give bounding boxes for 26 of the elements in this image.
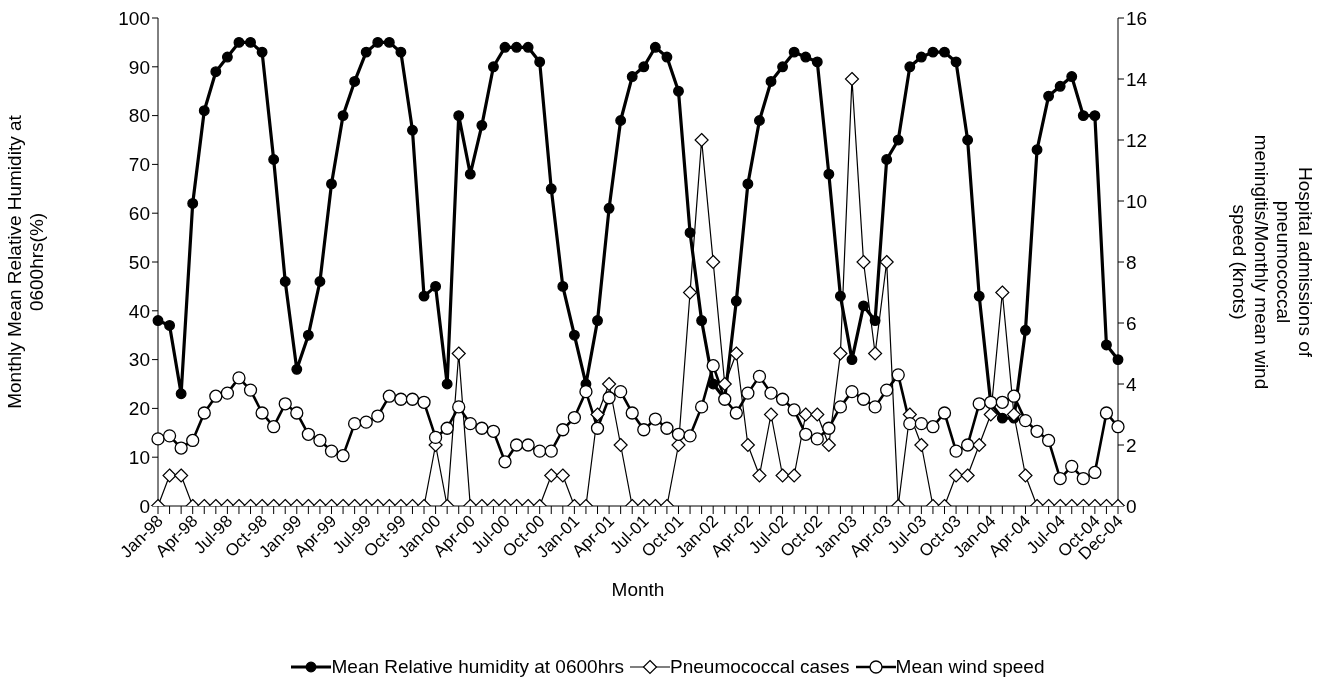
x-axis-title: Month xyxy=(611,579,665,600)
y-axis-title: Monthly Mean Relative Humidity at 0600hrs(%) xyxy=(4,114,47,409)
y-tick-label: 90 xyxy=(128,56,150,78)
y2-tick-label: 2 xyxy=(1126,434,1137,456)
y2-tick-label: 8 xyxy=(1126,251,1137,273)
legend-label: Pneumococcal cases xyxy=(670,656,850,678)
y-tick-label: 50 xyxy=(128,251,150,273)
y-tick-label: 60 xyxy=(128,202,150,224)
y2-tick-label: 4 xyxy=(1126,373,1137,395)
y2-tick-label: 14 xyxy=(1126,68,1148,90)
y-tick-label: 80 xyxy=(128,105,150,127)
legend-label: Mean wind speed xyxy=(895,656,1045,678)
y-tick-label: 70 xyxy=(128,154,150,176)
y-tick-label: 20 xyxy=(128,398,150,420)
y2-tick-label: 12 xyxy=(1126,129,1148,151)
y-tick-label: 40 xyxy=(128,300,150,322)
y2-tick-label: 10 xyxy=(1126,190,1148,212)
y2-axis-title: Hospital admissions of pneumococcal meningitis/Monthly mean wind speed (knots) xyxy=(1229,134,1316,390)
y-tick-label: 0 xyxy=(139,495,150,517)
legend-label: Mean Relative humidity at 0600hrs xyxy=(331,656,625,678)
y-tick-label: 30 xyxy=(128,349,150,371)
y-tick-label: 10 xyxy=(128,446,150,468)
y2-tick-label: 0 xyxy=(1126,495,1137,517)
y2-tick-label: 16 xyxy=(1126,7,1148,29)
y-tick-label: 100 xyxy=(118,7,150,29)
y2-tick-label: 6 xyxy=(1126,312,1137,334)
